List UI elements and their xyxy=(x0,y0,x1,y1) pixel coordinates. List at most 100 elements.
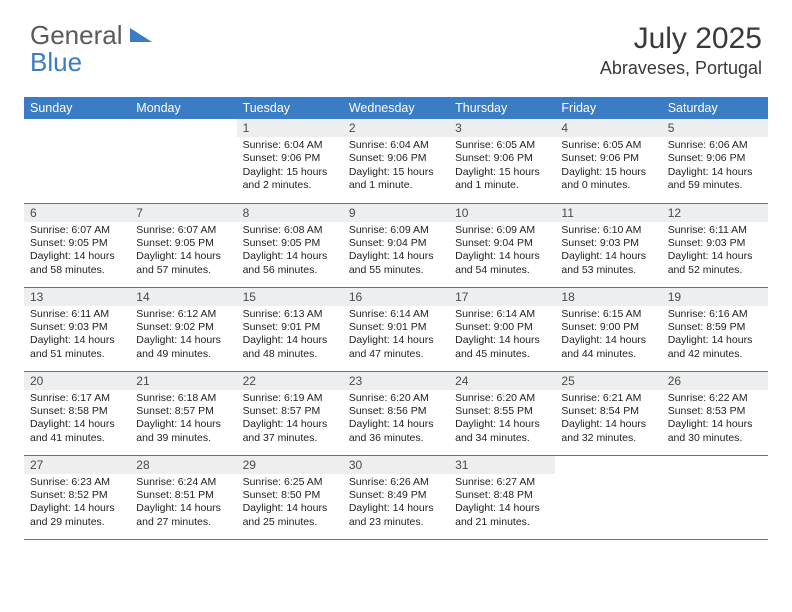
day-number: 10 xyxy=(449,204,555,222)
calendar-cell: 30Sunrise: 6:26 AMSunset: 8:49 PMDayligh… xyxy=(343,455,449,539)
header: General Blue July 2025 Abraveses, Portug… xyxy=(0,0,792,87)
day-details: Sunrise: 6:19 AMSunset: 8:57 PMDaylight:… xyxy=(237,390,343,452)
calendar-week-row: 1Sunrise: 6:04 AMSunset: 9:06 PMDaylight… xyxy=(24,119,768,203)
day-details: Sunrise: 6:11 AMSunset: 9:03 PMDaylight:… xyxy=(24,306,130,368)
day-details: Sunrise: 6:21 AMSunset: 8:54 PMDaylight:… xyxy=(555,390,661,452)
calendar-cell: 27Sunrise: 6:23 AMSunset: 8:52 PMDayligh… xyxy=(24,455,130,539)
location-label: Abraveses, Portugal xyxy=(600,58,762,79)
day-details: Sunrise: 6:08 AMSunset: 9:05 PMDaylight:… xyxy=(237,222,343,284)
day-details: Sunrise: 6:18 AMSunset: 8:57 PMDaylight:… xyxy=(130,390,236,452)
calendar-cell: 14Sunrise: 6:12 AMSunset: 9:02 PMDayligh… xyxy=(130,287,236,371)
day-header: Monday xyxy=(130,97,236,119)
calendar-cell: 5Sunrise: 6:06 AMSunset: 9:06 PMDaylight… xyxy=(662,119,768,203)
day-details: Sunrise: 6:12 AMSunset: 9:02 PMDaylight:… xyxy=(130,306,236,368)
day-number: 26 xyxy=(662,372,768,390)
day-number: 1 xyxy=(237,119,343,137)
day-number: 21 xyxy=(130,372,236,390)
logo-text-line1: General Blue xyxy=(30,22,152,76)
day-header: Sunday xyxy=(24,97,130,119)
calendar-cell: 7Sunrise: 6:07 AMSunset: 9:05 PMDaylight… xyxy=(130,203,236,287)
day-details: Sunrise: 6:09 AMSunset: 9:04 PMDaylight:… xyxy=(449,222,555,284)
calendar-cell: 24Sunrise: 6:20 AMSunset: 8:55 PMDayligh… xyxy=(449,371,555,455)
day-number: 4 xyxy=(555,119,661,137)
day-number: 3 xyxy=(449,119,555,137)
day-details: Sunrise: 6:07 AMSunset: 9:05 PMDaylight:… xyxy=(24,222,130,284)
calendar-cell: 29Sunrise: 6:25 AMSunset: 8:50 PMDayligh… xyxy=(237,455,343,539)
day-header: Tuesday xyxy=(237,97,343,119)
day-number: 9 xyxy=(343,204,449,222)
calendar-cell: 25Sunrise: 6:21 AMSunset: 8:54 PMDayligh… xyxy=(555,371,661,455)
calendar-week-row: 20Sunrise: 6:17 AMSunset: 8:58 PMDayligh… xyxy=(24,371,768,455)
day-number: 30 xyxy=(343,456,449,474)
day-header: Wednesday xyxy=(343,97,449,119)
day-details: Sunrise: 6:24 AMSunset: 8:51 PMDaylight:… xyxy=(130,474,236,536)
calendar-cell: 11Sunrise: 6:10 AMSunset: 9:03 PMDayligh… xyxy=(555,203,661,287)
day-number: 27 xyxy=(24,456,130,474)
title-block: July 2025 Abraveses, Portugal xyxy=(600,22,762,79)
day-header: Thursday xyxy=(449,97,555,119)
logo-word1: General xyxy=(30,20,123,50)
day-details: Sunrise: 6:05 AMSunset: 9:06 PMDaylight:… xyxy=(555,137,661,199)
day-number: 13 xyxy=(24,288,130,306)
day-number: 5 xyxy=(662,119,768,137)
calendar-cell: 1Sunrise: 6:04 AMSunset: 9:06 PMDaylight… xyxy=(237,119,343,203)
day-number: 16 xyxy=(343,288,449,306)
day-details: Sunrise: 6:27 AMSunset: 8:48 PMDaylight:… xyxy=(449,474,555,536)
calendar-cell: 16Sunrise: 6:14 AMSunset: 9:01 PMDayligh… xyxy=(343,287,449,371)
calendar-cell xyxy=(130,119,236,203)
day-number: 14 xyxy=(130,288,236,306)
day-details: Sunrise: 6:10 AMSunset: 9:03 PMDaylight:… xyxy=(555,222,661,284)
day-number: 17 xyxy=(449,288,555,306)
day-number: 25 xyxy=(555,372,661,390)
day-details: Sunrise: 6:22 AMSunset: 8:53 PMDaylight:… xyxy=(662,390,768,452)
calendar-cell: 15Sunrise: 6:13 AMSunset: 9:01 PMDayligh… xyxy=(237,287,343,371)
calendar-cell: 2Sunrise: 6:04 AMSunset: 9:06 PMDaylight… xyxy=(343,119,449,203)
day-number: 28 xyxy=(130,456,236,474)
logo-word2: Blue xyxy=(30,47,82,77)
day-details: Sunrise: 6:06 AMSunset: 9:06 PMDaylight:… xyxy=(662,137,768,199)
calendar-cell: 21Sunrise: 6:18 AMSunset: 8:57 PMDayligh… xyxy=(130,371,236,455)
calendar-week-row: 6Sunrise: 6:07 AMSunset: 9:05 PMDaylight… xyxy=(24,203,768,287)
day-number: 11 xyxy=(555,204,661,222)
calendar-cell: 4Sunrise: 6:05 AMSunset: 9:06 PMDaylight… xyxy=(555,119,661,203)
day-header-row: SundayMondayTuesdayWednesdayThursdayFrid… xyxy=(24,97,768,119)
calendar-table: SundayMondayTuesdayWednesdayThursdayFrid… xyxy=(24,97,768,540)
day-details: Sunrise: 6:05 AMSunset: 9:06 PMDaylight:… xyxy=(449,137,555,199)
day-details: Sunrise: 6:23 AMSunset: 8:52 PMDaylight:… xyxy=(24,474,130,536)
day-number: 29 xyxy=(237,456,343,474)
day-details: Sunrise: 6:15 AMSunset: 9:00 PMDaylight:… xyxy=(555,306,661,368)
calendar-cell: 23Sunrise: 6:20 AMSunset: 8:56 PMDayligh… xyxy=(343,371,449,455)
calendar-cell: 9Sunrise: 6:09 AMSunset: 9:04 PMDaylight… xyxy=(343,203,449,287)
calendar-cell: 19Sunrise: 6:16 AMSunset: 8:59 PMDayligh… xyxy=(662,287,768,371)
day-details: Sunrise: 6:16 AMSunset: 8:59 PMDaylight:… xyxy=(662,306,768,368)
day-details: Sunrise: 6:17 AMSunset: 8:58 PMDaylight:… xyxy=(24,390,130,452)
logo-triangle-icon xyxy=(130,28,152,42)
day-details: Sunrise: 6:04 AMSunset: 9:06 PMDaylight:… xyxy=(343,137,449,199)
calendar-cell: 8Sunrise: 6:08 AMSunset: 9:05 PMDaylight… xyxy=(237,203,343,287)
calendar-cell: 3Sunrise: 6:05 AMSunset: 9:06 PMDaylight… xyxy=(449,119,555,203)
calendar-cell xyxy=(24,119,130,203)
calendar-cell: 12Sunrise: 6:11 AMSunset: 9:03 PMDayligh… xyxy=(662,203,768,287)
calendar-cell: 10Sunrise: 6:09 AMSunset: 9:04 PMDayligh… xyxy=(449,203,555,287)
day-number: 18 xyxy=(555,288,661,306)
day-details: Sunrise: 6:14 AMSunset: 9:00 PMDaylight:… xyxy=(449,306,555,368)
calendar-week-row: 13Sunrise: 6:11 AMSunset: 9:03 PMDayligh… xyxy=(24,287,768,371)
day-number: 23 xyxy=(343,372,449,390)
day-details: Sunrise: 6:26 AMSunset: 8:49 PMDaylight:… xyxy=(343,474,449,536)
day-details: Sunrise: 6:13 AMSunset: 9:01 PMDaylight:… xyxy=(237,306,343,368)
calendar-cell: 28Sunrise: 6:24 AMSunset: 8:51 PMDayligh… xyxy=(130,455,236,539)
day-header: Saturday xyxy=(662,97,768,119)
calendar-cell: 18Sunrise: 6:15 AMSunset: 9:00 PMDayligh… xyxy=(555,287,661,371)
page-title: July 2025 xyxy=(600,22,762,56)
calendar-cell xyxy=(662,455,768,539)
day-number: 19 xyxy=(662,288,768,306)
day-number: 12 xyxy=(662,204,768,222)
calendar-cell: 22Sunrise: 6:19 AMSunset: 8:57 PMDayligh… xyxy=(237,371,343,455)
day-details: Sunrise: 6:11 AMSunset: 9:03 PMDaylight:… xyxy=(662,222,768,284)
day-details: Sunrise: 6:20 AMSunset: 8:55 PMDaylight:… xyxy=(449,390,555,452)
calendar-cell: 13Sunrise: 6:11 AMSunset: 9:03 PMDayligh… xyxy=(24,287,130,371)
day-number: 24 xyxy=(449,372,555,390)
day-number: 6 xyxy=(24,204,130,222)
calendar-week-row: 27Sunrise: 6:23 AMSunset: 8:52 PMDayligh… xyxy=(24,455,768,539)
day-details: Sunrise: 6:20 AMSunset: 8:56 PMDaylight:… xyxy=(343,390,449,452)
